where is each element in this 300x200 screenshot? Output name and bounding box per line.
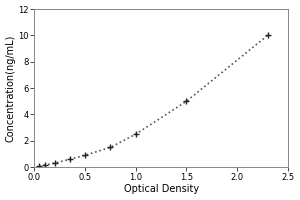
X-axis label: Optical Density: Optical Density [124, 184, 199, 194]
Y-axis label: Concentration(ng/mL): Concentration(ng/mL) [6, 34, 16, 142]
